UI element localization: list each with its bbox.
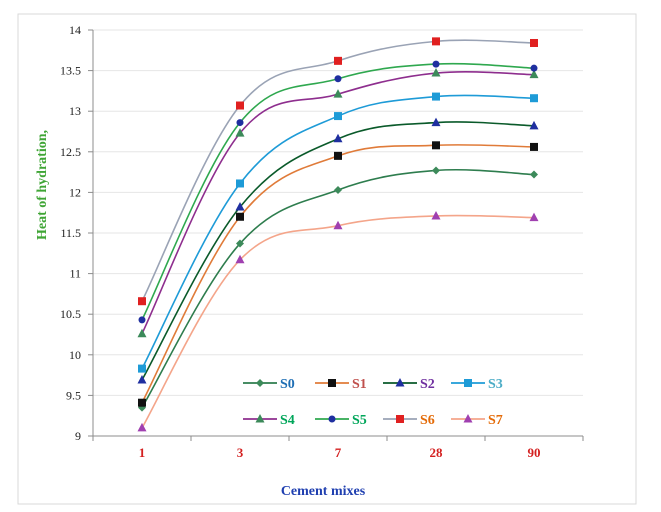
data-point-s4 [529,69,539,79]
x-tick-label: 1 [139,445,146,460]
x-tick-label: 3 [237,445,244,460]
data-point-s3 [138,364,146,373]
data-point-s6 [138,297,146,306]
data-point-s6 [530,38,538,47]
data-point-s1 [432,141,440,150]
data-point-s5 [432,60,440,68]
data-point-s7 [431,210,441,220]
legend-label-s7: S7 [488,413,503,428]
legend-label-s4: S4 [280,413,295,428]
data-point-s5 [334,75,342,83]
legend-marker-s1 [328,379,336,387]
x-tick-label: 7 [335,445,342,460]
y-tick-label: 10 [69,348,81,362]
data-point-s1 [530,142,538,151]
series-line-s2 [141,121,535,381]
data-point-s7 [137,422,147,432]
legend-label-s5: S5 [352,413,367,428]
data-point-s2 [431,117,441,127]
series-line-s3 [141,94,535,369]
data-point-s6 [236,101,244,110]
x-tick-label: 90 [528,445,541,460]
legend-marker-s0 [256,379,264,387]
data-point-s2 [333,133,343,143]
data-point-s4 [431,68,441,77]
data-point-s6 [432,37,440,46]
data-point-s5 [236,119,244,127]
data-point-s5 [530,64,538,72]
y-tick-label: 11 [69,267,81,281]
series-line-s7 [141,214,535,429]
y-tick-labels: 9 9.5 10 10.5 11 11.5 12 12.5 13 13.5 14 [60,23,81,443]
legend: S0 S1 S2 S3 S4 S5 S6 S7 [243,377,503,428]
data-point-s7 [235,254,245,264]
data-point-s0 [334,185,342,194]
data-point-s0 [432,166,440,175]
axes [92,30,583,437]
y-axis-title: Heat of hydration, [35,130,50,240]
legend-marker-s4 [255,414,265,423]
y-tick-label: 11.5 [60,226,81,240]
legend-label-s1: S1 [352,377,367,392]
series-lines [141,39,535,429]
y-tick-label: 9.5 [66,388,81,402]
data-point-s1 [236,212,244,221]
series-line-s5 [141,62,535,321]
data-point-s4 [235,128,245,137]
legend-marker-s7 [463,414,473,423]
x-tick-label: 28 [430,445,444,460]
data-point-s2 [529,120,539,130]
series-line-s1 [141,144,535,404]
legend-label-s2: S2 [420,377,435,392]
series-line-s6 [141,39,535,302]
data-point-s3 [432,92,440,101]
data-point-s1 [138,398,146,407]
data-point-s0 [236,239,244,248]
legend-label-s6: S6 [420,413,435,428]
data-point-s2 [235,202,245,211]
legend-marker-s6 [396,415,404,423]
data-point-s2 [137,374,147,384]
y-tick-label: 13.5 [60,64,81,78]
data-point-s7 [529,212,539,222]
legend-marker-s3 [464,379,472,387]
data-point-s3 [334,112,342,121]
data-point-s3 [530,94,538,103]
data-point-s4 [137,328,147,338]
y-tick-label: 10.5 [60,307,81,321]
y-tick-label: 13 [69,104,81,118]
legend-marker-s5 [328,415,336,423]
gridlines [88,29,583,437]
y-tick-label: 12 [69,185,81,199]
y-tick-label: 12.5 [60,145,81,159]
legend-label-s3: S3 [488,377,503,392]
legend-marker-s2 [395,378,405,387]
legend-label-s0: S0 [280,377,295,392]
data-point-s1 [334,151,342,160]
x-tick-labels: 1 3 7 28 90 [92,436,584,460]
series-line-s4 [141,70,535,335]
data-point-s4 [333,89,343,98]
data-point-s3 [236,179,244,188]
y-tick-label: 14 [69,23,81,37]
x-axis-title: Cement mixes [281,484,366,499]
data-point-s5 [138,316,146,324]
data-point-s7 [333,220,343,230]
series-markers [137,37,539,432]
chart-border [17,13,637,505]
data-point-s6 [334,56,342,65]
series-line-s0 [141,168,535,408]
data-point-s0 [530,170,538,179]
y-tick-label: 9 [75,429,81,443]
